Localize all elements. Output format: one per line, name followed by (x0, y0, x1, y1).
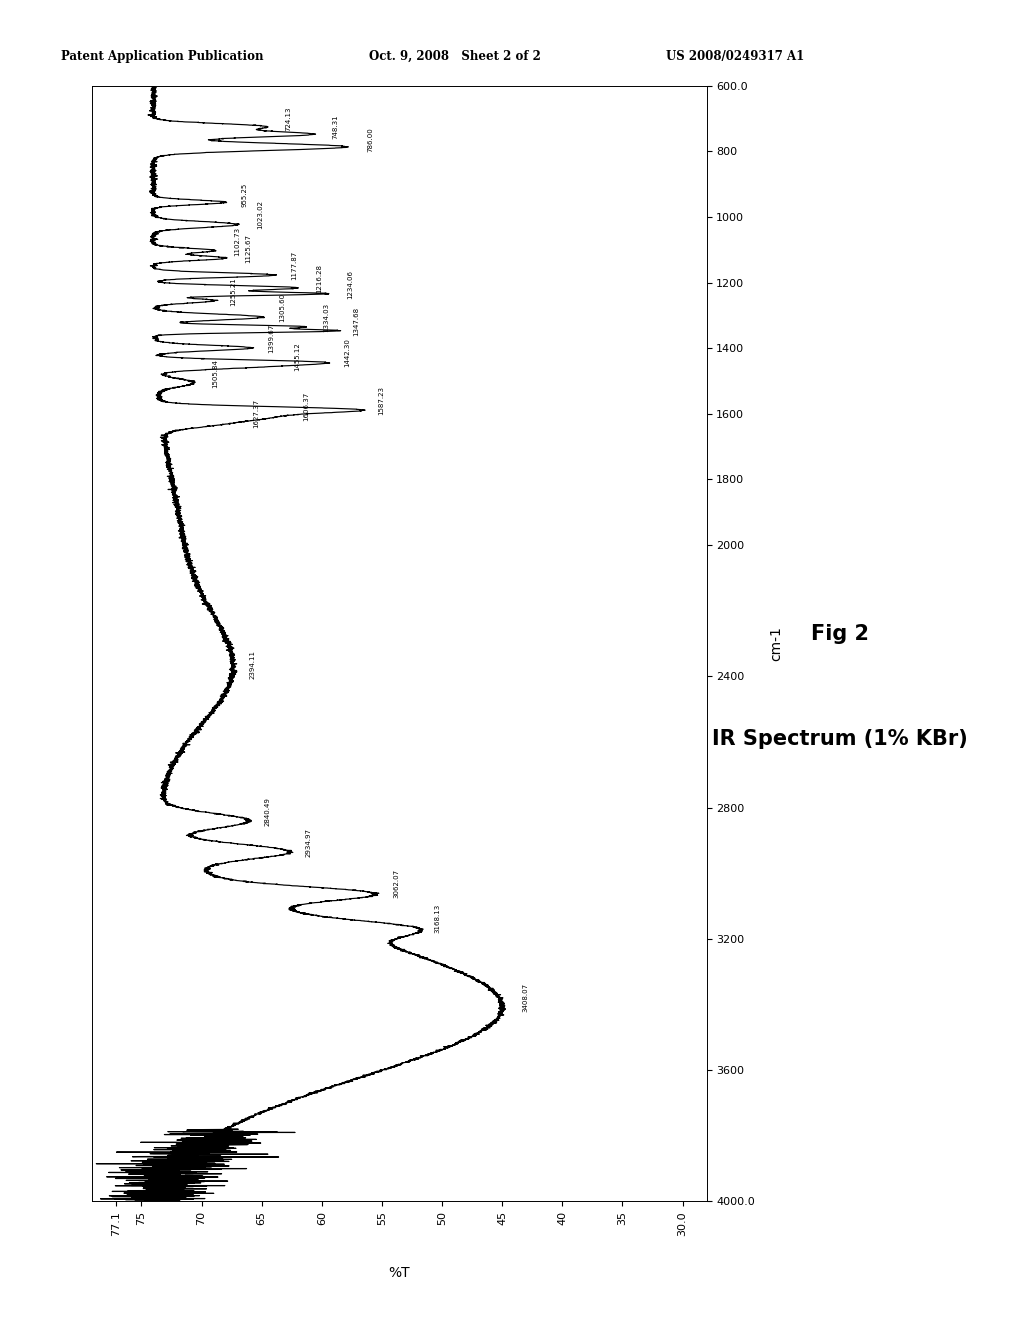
Text: Oct. 9, 2008   Sheet 2 of 2: Oct. 9, 2008 Sheet 2 of 2 (369, 50, 541, 63)
Text: 1606.37: 1606.37 (303, 392, 309, 421)
Text: 1587.23: 1587.23 (378, 385, 384, 414)
Text: 3168.13: 3168.13 (435, 904, 440, 933)
Text: 1023.02: 1023.02 (257, 201, 263, 230)
Text: 1505.84: 1505.84 (212, 359, 218, 388)
Text: 2934.97: 2934.97 (305, 828, 311, 857)
Text: 1442.30: 1442.30 (344, 338, 350, 367)
Text: Patent Application Publication: Patent Application Publication (61, 50, 264, 63)
Text: US 2008/0249317 A1: US 2008/0249317 A1 (666, 50, 804, 63)
Text: 955.25: 955.25 (242, 183, 248, 207)
Text: 1305.60: 1305.60 (280, 293, 285, 322)
Text: 3408.07: 3408.07 (522, 983, 528, 1012)
Text: 786.00: 786.00 (367, 127, 373, 152)
Text: 1455.12: 1455.12 (295, 342, 301, 371)
Text: 1216.28: 1216.28 (316, 264, 323, 293)
Text: 1347.68: 1347.68 (353, 306, 359, 337)
Text: 1399.67: 1399.67 (267, 323, 273, 352)
X-axis label: %T: %T (388, 1266, 411, 1280)
Text: 1334.03: 1334.03 (324, 302, 330, 331)
Text: 1234.06: 1234.06 (347, 269, 353, 298)
Y-axis label: cm-1: cm-1 (769, 626, 783, 661)
Text: 1102.73: 1102.73 (234, 227, 241, 256)
Text: 3062.07: 3062.07 (394, 870, 399, 899)
Text: 748.31: 748.31 (332, 115, 338, 140)
Text: 1125.67: 1125.67 (245, 234, 251, 263)
Text: IR Spectrum (1% KBr): IR Spectrum (1% KBr) (712, 729, 968, 750)
Text: 724.13: 724.13 (286, 107, 292, 132)
Text: 1627.37: 1627.37 (253, 399, 259, 428)
Text: 2394.11: 2394.11 (250, 651, 256, 680)
Text: Fig 2: Fig 2 (811, 623, 868, 644)
Text: 1177.87: 1177.87 (291, 251, 297, 280)
Text: 2840.49: 2840.49 (264, 797, 270, 826)
Text: 1255.21: 1255.21 (230, 277, 237, 306)
